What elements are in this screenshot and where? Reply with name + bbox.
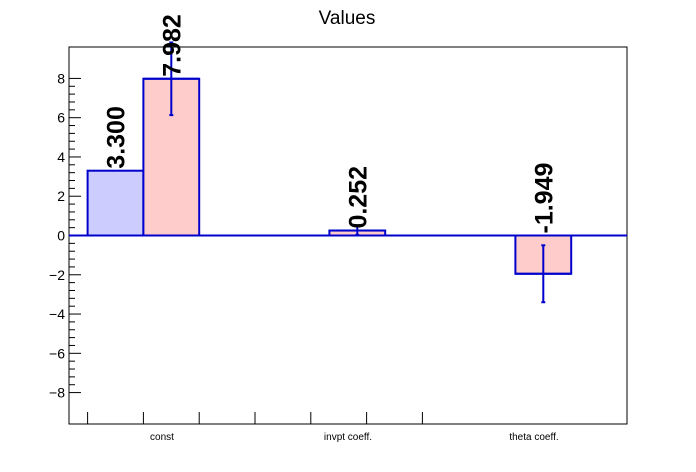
y-tick-label: −6 bbox=[49, 345, 65, 361]
x-category-label: theta coeff. bbox=[509, 432, 558, 443]
data-label: 3.300 bbox=[103, 106, 131, 169]
x-category-label: const bbox=[150, 432, 174, 443]
y-tick-label: 0 bbox=[57, 228, 65, 244]
y-tick-label: 6 bbox=[57, 110, 65, 126]
bar bbox=[86, 169, 145, 237]
x-category-label: invpt coeff. bbox=[324, 432, 372, 443]
y-tick-label: −4 bbox=[49, 306, 65, 322]
y-tick-label: −2 bbox=[49, 267, 65, 283]
plot-area: −8 −6 −4 −2 0 2 4 6 8 const invpt coeff. theta coef… bbox=[49, 14, 628, 443]
data-label: 0.252 bbox=[344, 166, 372, 229]
y-tick-label: 2 bbox=[57, 188, 65, 204]
chart-title: Values bbox=[319, 8, 376, 29]
data-label: 7.982 bbox=[158, 14, 186, 77]
y-tick-label: 8 bbox=[57, 70, 65, 86]
y-tick-label: −8 bbox=[49, 385, 65, 401]
y-tick-label: 4 bbox=[57, 149, 65, 165]
data-label: -1.949 bbox=[530, 163, 558, 234]
